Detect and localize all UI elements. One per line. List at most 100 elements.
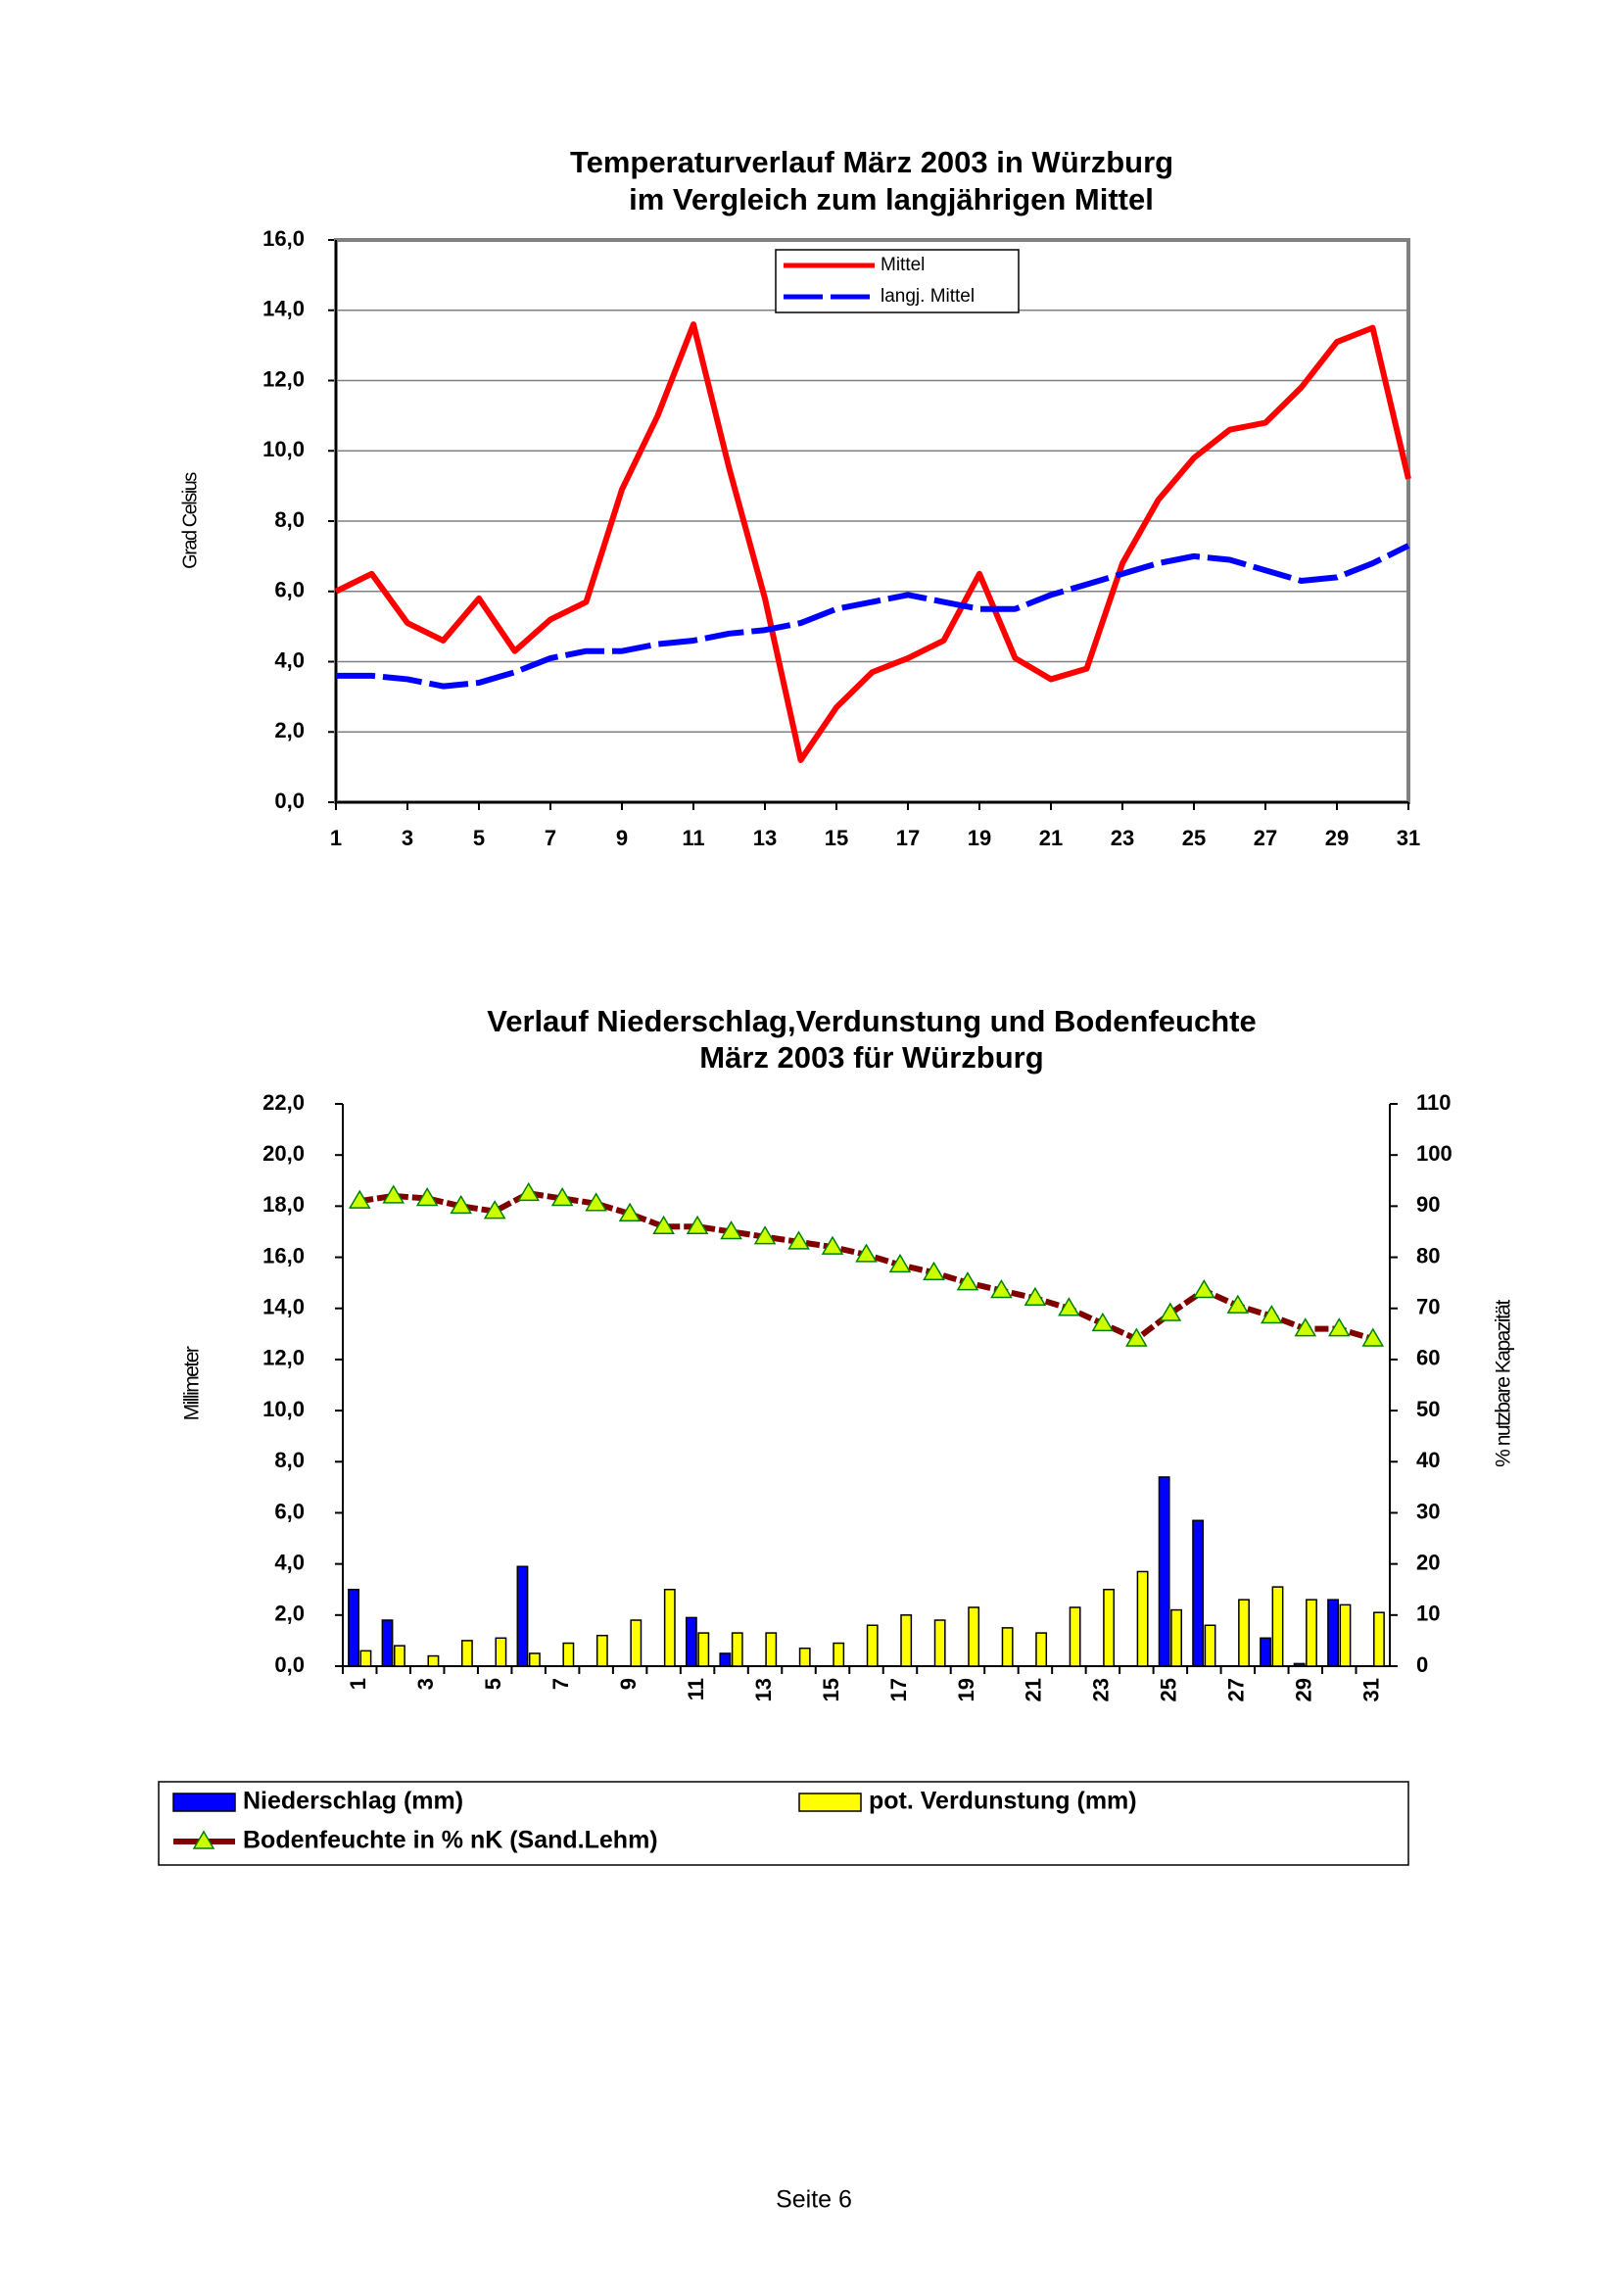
y-tick-label: 4,0 <box>274 1550 305 1574</box>
bar <box>1069 1606 1081 1667</box>
bar <box>562 1642 575 1667</box>
line-marker <box>821 1235 844 1255</box>
x-tick-label: 1 <box>346 1678 370 1690</box>
line-marker <box>888 1253 912 1273</box>
y-tick-label: 8,0 <box>274 1448 305 1472</box>
line-marker <box>585 1192 607 1212</box>
bar <box>1035 1632 1048 1667</box>
legend-box <box>158 1781 1409 1866</box>
x-tick-label: 15 <box>819 1678 843 1701</box>
bar <box>663 1588 676 1667</box>
legend-label: Bodenfeuchte in % nK (Sand.Lehm) <box>243 1827 658 1854</box>
line-marker <box>753 1225 777 1245</box>
series-line <box>358 1190 1374 1343</box>
x-tick-label: 11 <box>684 1678 708 1700</box>
legend-swatch <box>172 1793 236 1812</box>
chart-subtitle: März 2003 für Würzburg <box>699 1040 1043 1075</box>
legend-label: Mittel <box>881 255 925 275</box>
x-tick-label: 13 <box>753 826 777 850</box>
bar <box>1339 1603 1352 1667</box>
line-marker <box>382 1184 405 1204</box>
y-tick-label: 16,0 <box>262 1243 305 1268</box>
legend-box <box>775 249 1020 313</box>
x-tick-label: 27 <box>1224 1678 1249 1701</box>
x-tick-label: 7 <box>545 826 556 850</box>
y-tick-label: 10,0 <box>262 1397 305 1421</box>
chart-title: Temperaturverlauf März 2003 in Würzburg <box>570 145 1173 179</box>
bar <box>348 1588 359 1667</box>
line-marker <box>1294 1317 1317 1337</box>
y2-tick-label: 60 <box>1416 1346 1440 1370</box>
line-marker <box>1125 1327 1148 1347</box>
x-tick-label: 23 <box>1111 826 1134 850</box>
bar <box>1103 1588 1116 1667</box>
x-tick-label: 3 <box>402 826 413 850</box>
x-tick-label: 9 <box>616 1678 641 1690</box>
line-marker <box>990 1278 1013 1299</box>
line-marker <box>1159 1302 1182 1321</box>
y-axis-label: Grad Celsius <box>179 472 201 569</box>
x-tick-label: 23 <box>1089 1678 1114 1701</box>
bar <box>595 1634 608 1667</box>
y-tick-label: 6,0 <box>274 578 305 602</box>
series-line <box>334 321 1411 763</box>
x-tick-label: 21 <box>1022 1678 1046 1701</box>
bar <box>685 1616 697 1667</box>
bar <box>968 1606 980 1667</box>
line-marker <box>1327 1317 1351 1337</box>
line-marker <box>483 1200 506 1220</box>
page-footer: Seite 6 <box>776 2186 852 2214</box>
bar <box>833 1642 845 1667</box>
y-tick-label: 14,0 <box>262 1295 305 1319</box>
x-tick-label: 15 <box>825 826 848 850</box>
x-tick-label: 21 <box>1039 826 1063 850</box>
line-marker <box>956 1271 979 1291</box>
line-marker <box>1091 1312 1115 1332</box>
legend-label: Niederschlag (mm) <box>243 1788 463 1815</box>
bar <box>528 1652 541 1667</box>
bar <box>495 1637 507 1667</box>
x-tick-label: 5 <box>481 1678 505 1690</box>
y-tick-label: 6,0 <box>274 1499 305 1523</box>
bar <box>1306 1599 1317 1667</box>
line-marker <box>348 1189 371 1209</box>
bar <box>516 1565 529 1667</box>
bar <box>381 1619 394 1667</box>
y-tick-label: 12,0 <box>262 366 305 391</box>
line-marker <box>855 1243 878 1263</box>
line-marker <box>686 1215 709 1234</box>
y-axis-label: Millimeter <box>181 1346 204 1420</box>
x-tick-label: 25 <box>1157 1678 1181 1701</box>
x-tick-label: 7 <box>548 1678 573 1690</box>
y2-tick-label: 110 <box>1416 1090 1452 1115</box>
bar <box>1158 1476 1170 1667</box>
x-tick-label: 19 <box>968 826 991 850</box>
bar <box>697 1632 710 1667</box>
line-marker <box>550 1187 574 1207</box>
x-tick-label: 25 <box>1182 826 1206 850</box>
bar <box>1192 1519 1205 1667</box>
y2-axis-label: % nutzbare Kapazität <box>1493 1300 1515 1467</box>
x-tick-label: 17 <box>896 826 920 850</box>
line-marker <box>618 1202 642 1221</box>
legend-label: langj. Mittel <box>881 286 975 307</box>
y-tick-label: 8,0 <box>274 507 305 532</box>
y2-tick-label: 40 <box>1416 1448 1440 1472</box>
bar <box>1001 1627 1014 1667</box>
line-marker <box>415 1187 439 1207</box>
y-tick-label: 18,0 <box>262 1192 305 1217</box>
y-tick-label: 0,0 <box>274 789 305 813</box>
line-marker <box>787 1230 810 1250</box>
bar <box>1260 1637 1272 1667</box>
y2-tick-label: 90 <box>1416 1192 1440 1217</box>
x-tick-label: 13 <box>751 1678 776 1701</box>
bar <box>933 1619 946 1667</box>
line-marker <box>652 1215 675 1234</box>
y2-tick-label: 70 <box>1416 1295 1440 1319</box>
bar <box>1170 1608 1182 1667</box>
y2-tick-label: 20 <box>1416 1550 1440 1574</box>
legend-marker <box>192 1830 215 1849</box>
x-tick-label: 9 <box>616 826 628 850</box>
series-line <box>336 543 1410 690</box>
